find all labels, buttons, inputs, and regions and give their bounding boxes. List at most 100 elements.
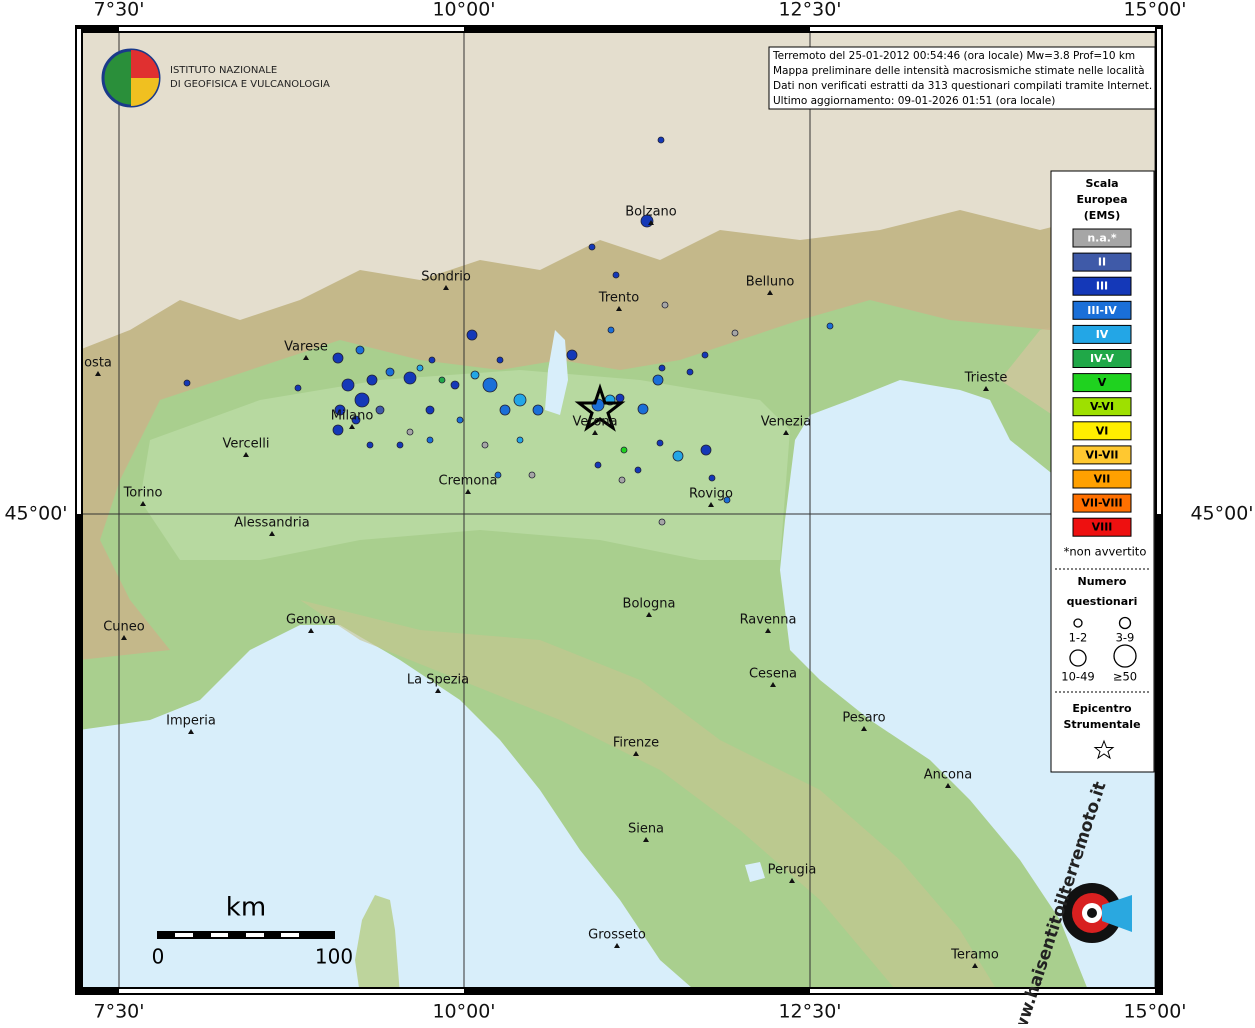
city-marker [770, 682, 776, 687]
po-valley [140, 370, 790, 560]
city-marker [616, 306, 622, 311]
point [723, 496, 731, 504]
point [355, 345, 365, 355]
legend-swatch [1072, 228, 1132, 248]
city-marker [592, 430, 598, 435]
point [332, 352, 344, 364]
point [482, 377, 498, 393]
point [385, 367, 395, 377]
point [354, 392, 370, 408]
city-label: Belluno [746, 275, 795, 290]
city-label: Cuneo [103, 620, 145, 635]
city-marker [767, 290, 773, 295]
legend-label: VII-VIII [1081, 497, 1122, 510]
scalebar-unit: km [226, 893, 266, 923]
point [456, 416, 464, 424]
point [615, 393, 625, 403]
legend-size [1118, 616, 1132, 630]
city-label: Cesena [749, 667, 797, 682]
legend-swatch [1072, 493, 1132, 513]
legend-swatch [1072, 276, 1132, 296]
legend-title: (EMS) [1084, 209, 1120, 222]
legend-swatch [1072, 252, 1132, 272]
point [637, 403, 649, 415]
point [588, 243, 596, 251]
city-label: Grosseto [588, 928, 646, 943]
legend-swatch [1072, 349, 1132, 368]
axis-label: 45°00' [4, 503, 67, 525]
city-label: Trieste [964, 371, 1008, 386]
legend-size [1113, 644, 1137, 668]
city-label: Verona [572, 415, 617, 430]
scalebar: km 0 100 [152, 893, 353, 969]
point [826, 322, 834, 330]
legend-size-label: 1-2 [1069, 631, 1088, 645]
frame-ticks [77, 27, 1161, 993]
point [661, 301, 669, 309]
point [652, 374, 664, 386]
legend-title: Strumentale [1063, 718, 1140, 731]
point [513, 393, 527, 407]
legend-label: n.a.* [1087, 232, 1117, 245]
point [375, 405, 385, 415]
city-marker [643, 837, 649, 842]
point [481, 441, 489, 449]
city-marker [188, 729, 194, 734]
legend-swatch [1072, 469, 1132, 489]
point [658, 364, 666, 372]
apennines [300, 600, 998, 991]
legend-swatch [1072, 300, 1132, 320]
city-label: Bologna [623, 597, 676, 612]
point [294, 384, 302, 392]
info-lines: Terremoto del 25-01-2012 00:54:46 (ora l… [772, 50, 1152, 107]
city-label: osta [84, 356, 112, 371]
city-marker [648, 220, 654, 225]
point [366, 374, 378, 386]
legend-swatch [1072, 397, 1132, 417]
axis-label: 15°00' [1123, 0, 1186, 21]
axis-label: 45°00' [1190, 503, 1253, 525]
city-marker [783, 430, 789, 435]
axis-label: 7°30' [94, 0, 145, 21]
point [607, 326, 615, 334]
legend-size [1073, 618, 1083, 628]
city-label: Pesaro [842, 711, 885, 726]
city-label: Trento [598, 291, 639, 306]
cities: Bolzano Sondrio Trento Belluno Varese osta Tri… [84, 205, 1008, 968]
axis-label: 12°30' [778, 1001, 841, 1023]
point [516, 436, 524, 444]
point [532, 404, 544, 416]
point [591, 398, 605, 412]
info-line: Dati non verificati estratti da 313 ques… [773, 80, 1152, 92]
city-marker [243, 452, 249, 457]
city-marker [349, 424, 355, 429]
legend-swatch [1072, 421, 1132, 441]
axis-label: 7°30' [94, 1001, 145, 1023]
legend-content: ScalaEuropea(EMS)n.a.*IIIIIIII-IVIVIV-VV… [1055, 177, 1150, 760]
city-label: Ancona [924, 768, 972, 783]
city-label: Imperia [166, 714, 216, 729]
legend-title: Europea [1076, 193, 1127, 206]
legend-title: Numero [1078, 575, 1127, 588]
legend-size-label: 10-49 [1061, 670, 1094, 684]
point [332, 424, 344, 436]
legend-size [1069, 649, 1087, 667]
city-marker [435, 688, 441, 693]
legend-label: II [1098, 256, 1106, 269]
city-marker [708, 502, 714, 507]
city-label: Cremona [439, 474, 498, 489]
point [657, 136, 665, 144]
points [183, 136, 834, 526]
legend-swatch [1072, 373, 1132, 393]
point [612, 271, 620, 279]
point [708, 474, 716, 482]
legend-star [1093, 739, 1115, 760]
legend-label: VII [1094, 473, 1111, 486]
legend-label: IV-V [1090, 352, 1115, 365]
city-marker [140, 501, 146, 506]
point [700, 444, 712, 456]
info-box [768, 46, 1156, 110]
lake-garda [545, 330, 568, 415]
